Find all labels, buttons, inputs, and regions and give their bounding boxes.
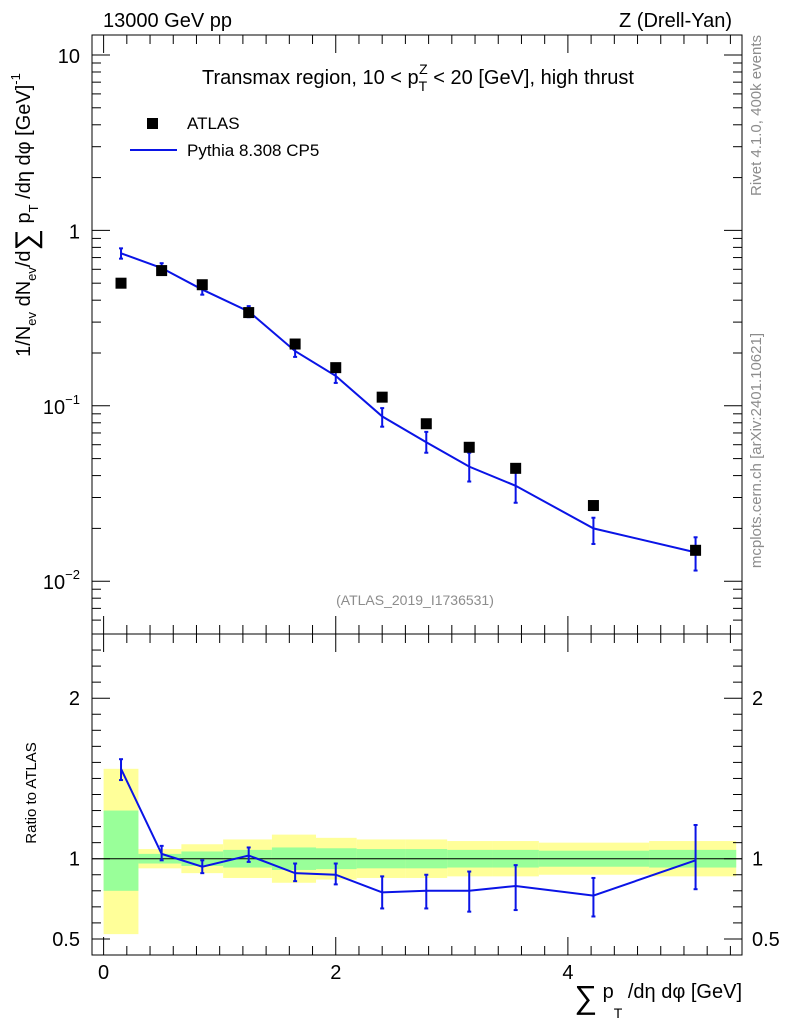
main-y-tick-base: 1	[69, 221, 80, 243]
main-y-tick-base: 10	[43, 397, 65, 419]
atlas-data-point	[690, 544, 702, 556]
ratio-y-tick-label: 0.5	[52, 929, 80, 951]
mc-series	[119, 247, 698, 572]
ylabel-b: dN	[13, 281, 35, 312]
atlas-data-point	[289, 338, 301, 350]
ratio-plot-frame	[91, 633, 743, 956]
legend-data-label: ATLAS	[187, 114, 240, 133]
title-post: < 20 [GeV], high thrust	[428, 67, 635, 89]
ratio-y-tick-label: 2	[69, 688, 80, 710]
main-y-tick-base: 10	[58, 46, 80, 68]
atlas-data-point	[463, 441, 475, 453]
ratio-y-axis-label: Ratio to ATLAS	[23, 742, 40, 843]
ratio-y-tick-label: 1	[69, 849, 80, 871]
data-series	[115, 265, 702, 556]
title-pre: Transmax region, 10 < p	[202, 67, 419, 89]
atlas-data-point	[330, 362, 342, 374]
analysis-watermark: (ATLAS_2019_I1736531)	[336, 592, 494, 608]
x-axis-label: ∑ pT /dη dφ [GeV]	[574, 979, 742, 1021]
ylabel-e-sup: -1	[8, 73, 23, 85]
legend-mc-label: Pythia 8.308 CP5	[187, 141, 319, 160]
xlabel-p: p	[597, 981, 614, 1003]
header-left: 13000 GeV pp	[103, 10, 232, 32]
title-sup: Z	[419, 61, 428, 77]
main-y-tick-label: 1	[69, 221, 80, 243]
ylabel-d: p	[13, 212, 35, 229]
mc-line	[120, 252, 696, 554]
atlas-data-point	[510, 462, 522, 474]
ylabel-a-sub: ev	[24, 311, 39, 325]
ylabel-d-sub: T	[26, 204, 41, 212]
ylabel-sum: ∑	[10, 229, 43, 250]
ratio-y-ticks: 0.5 0.5 1 1 2 2	[52, 633, 780, 951]
main-y-tick-base: 10	[43, 572, 65, 594]
rivet-label: Rivet 4.1.0, 400k events	[748, 35, 765, 196]
x-tick-label: 4	[562, 962, 573, 984]
ylabel-b-sub: ev	[24, 267, 39, 281]
ylabel-e: /dη dφ [GeV]	[13, 85, 35, 205]
main-y-tick-label: 10−1	[43, 392, 80, 419]
atlas-data-point	[376, 391, 388, 403]
ratio-mc-line	[120, 768, 696, 897]
ratio-mc-series	[119, 758, 698, 918]
ratio-x-ticks: 0 2 4	[98, 634, 731, 984]
legend: ATLAS Pythia 8.308 CP5	[130, 114, 319, 160]
main-y-tick-label: 10−2	[43, 567, 80, 594]
ylabel-c: /d	[13, 250, 35, 267]
ratio-y-tick-label-right: 0.5	[752, 929, 780, 951]
atlas-data-point	[587, 500, 599, 512]
ratio-y-tick-label-right: 1	[752, 849, 763, 871]
legend-data-marker	[147, 118, 158, 129]
main-y-tick-exp: −2	[65, 567, 80, 582]
xlabel-rest: /dη dφ [GeV]	[622, 981, 742, 1003]
atlas-data-point	[156, 265, 168, 277]
mcplots-label: mcplots.cern.ch [arXiv:2401.10621]	[748, 333, 765, 568]
plot-title: Transmax region, 10 < pTZ < 20 [GeV], hi…	[202, 61, 634, 94]
atlas-data-point	[115, 277, 127, 289]
header-right: Z (Drell-Yan)	[619, 10, 732, 32]
main-x-ticks	[103, 35, 731, 634]
ratio-panel: 0.5 0.5 1 1 2 2 0 2 4 Ratio to ATLAS ∑ pT /dη d…	[23, 633, 780, 1021]
main-y-tick-label: 10	[58, 46, 80, 68]
title-sub: T	[419, 78, 428, 94]
atlas-data-point	[196, 279, 208, 291]
atlas-data-point	[243, 307, 255, 319]
main-y-tick-exp: −1	[65, 392, 80, 407]
ratio-y-tick-label-right: 2	[752, 688, 763, 710]
x-tick-label: 2	[330, 962, 341, 984]
atlas-data-point	[420, 418, 432, 430]
ratio-band-inner	[103, 810, 139, 891]
main-y-axis-label: 1/Nev dNev/d∑ pT /dη dφ [GeV]-1	[8, 73, 43, 357]
x-tick-label: 0	[98, 962, 109, 984]
xlabel-sum: ∑	[574, 979, 597, 1015]
xlabel-sub: T	[614, 1005, 623, 1021]
ratio-bands	[103, 768, 737, 935]
ylabel-a: 1/N	[13, 326, 35, 357]
